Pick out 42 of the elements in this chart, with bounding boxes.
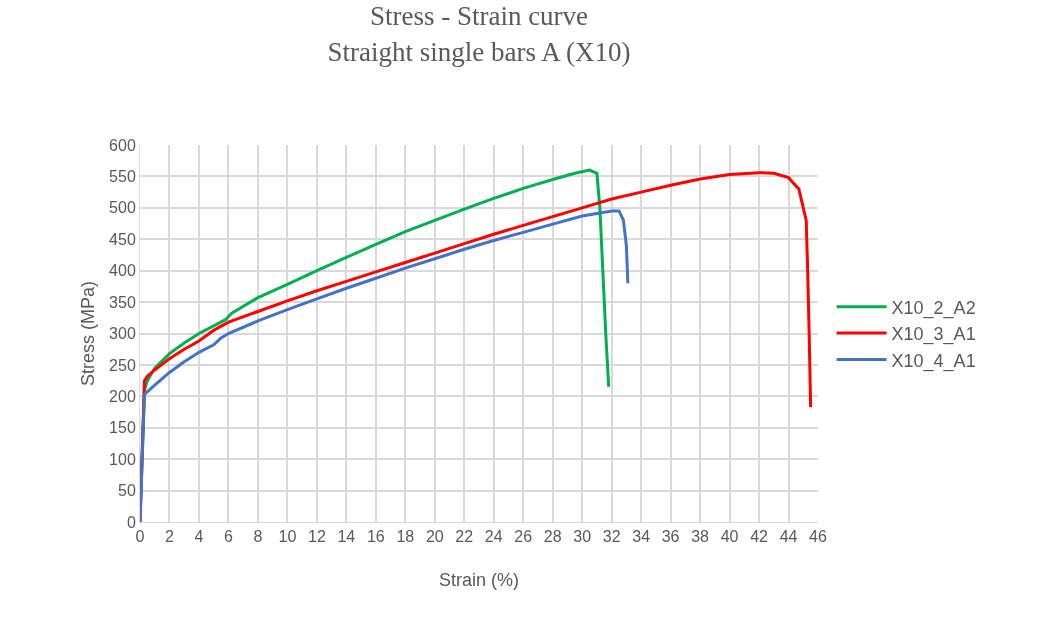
x-tick-label: 28 <box>543 528 562 546</box>
x-tick-label: 38 <box>691 528 710 546</box>
x-tick-label: 8 <box>253 528 263 546</box>
y-tick-label: 550 <box>109 168 136 186</box>
x-tick-label: 16 <box>366 528 385 546</box>
x-tick-label: 34 <box>632 528 651 546</box>
y-tick-label: 250 <box>109 356 136 374</box>
y-tick-label: 450 <box>109 230 136 248</box>
x-tick-label: 24 <box>484 528 503 546</box>
y-tick-label: 400 <box>109 262 136 280</box>
x-tick-label: 36 <box>661 528 680 546</box>
x-tick-label: 14 <box>337 528 356 546</box>
legend-label: X10_3_A1 <box>891 324 976 346</box>
y-tick-label: 50 <box>118 482 136 500</box>
y-tick-label: 150 <box>109 419 136 437</box>
x-axis-title: Strain (%) <box>438 570 520 590</box>
x-tick-label: 4 <box>194 528 204 546</box>
chart-title: Stress - Strain curve Straight single bars A (X10) <box>327 1 631 67</box>
x-tick-label: 44 <box>779 528 798 546</box>
y-tick-label: 300 <box>109 325 136 343</box>
legend-label: X10_4_A1 <box>891 350 976 372</box>
y-tick-label: 500 <box>109 199 136 217</box>
x-tick-label: 26 <box>514 528 533 546</box>
x-tick-label: 30 <box>573 528 592 546</box>
y-tick-label: 100 <box>109 450 136 468</box>
y-tick-label: 350 <box>109 293 136 311</box>
x-tick-label: 46 <box>809 528 827 546</box>
x-tick-label: 42 <box>750 528 769 546</box>
x-tick-label: 40 <box>720 528 739 546</box>
y-tick-label: 600 <box>109 136 136 154</box>
x-tick-label: 32 <box>602 528 621 546</box>
legend-label: X10_2_A2 <box>891 297 976 319</box>
x-tick-label: 20 <box>425 528 444 546</box>
x-tick-label: 2 <box>165 528 175 546</box>
x-tick-label: 6 <box>223 528 233 546</box>
y-tick-label: 0 <box>126 513 136 531</box>
x-tick-label: 12 <box>307 528 326 546</box>
x-tick-label: 22 <box>455 528 474 546</box>
y-tick-label: 200 <box>109 387 136 405</box>
x-tick-label: 10 <box>278 528 297 546</box>
y-axis-title: Stress (MPa) <box>78 280 98 387</box>
x-tick-label: 18 <box>396 528 415 546</box>
